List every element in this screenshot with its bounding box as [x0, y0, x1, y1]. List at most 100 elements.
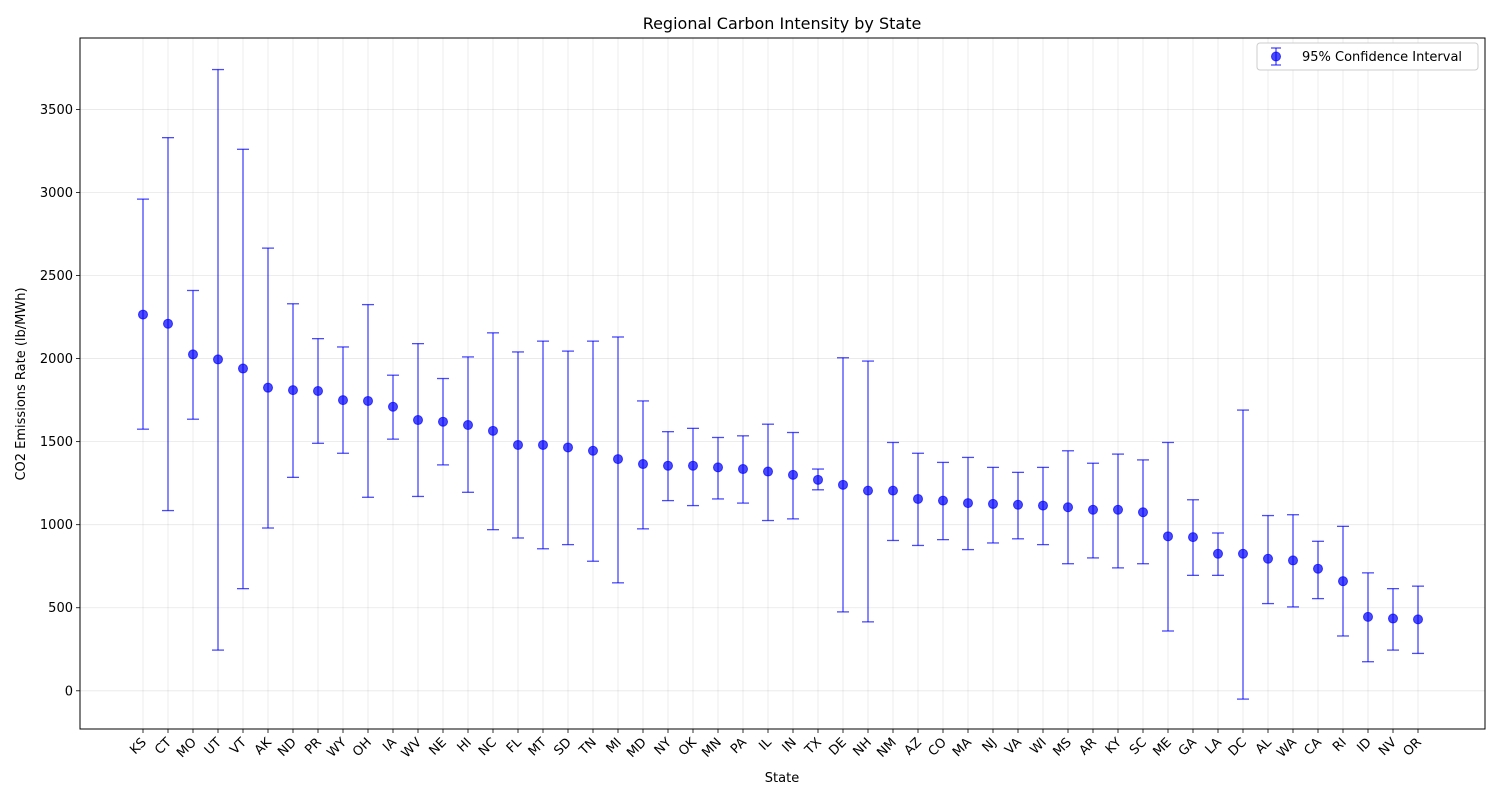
data-marker	[338, 395, 348, 406]
data-marker	[988, 498, 998, 509]
y-axis-label: CO2 Emissions Rate (lb/MWh)	[14, 287, 29, 480]
data-point-IA	[387, 374, 399, 440]
data-point-SC	[1137, 459, 1149, 565]
data-point-TN	[587, 340, 599, 562]
data-point-NC	[487, 332, 499, 531]
chart-title: Regional Carbon Intensity by State	[643, 14, 922, 33]
data-point-HI	[462, 356, 474, 493]
data-point-VA	[1012, 471, 1024, 540]
data-point-FL	[512, 351, 524, 539]
data-point-IN	[787, 431, 799, 520]
data-marker	[1313, 563, 1323, 574]
data-point-NJ	[987, 466, 999, 544]
data-marker	[163, 318, 173, 329]
data-marker	[213, 354, 223, 365]
data-point-MN	[712, 436, 724, 500]
data-marker	[488, 425, 498, 436]
data-point-WV	[412, 342, 424, 498]
data-marker	[788, 469, 798, 480]
y-tick-label: 1000	[40, 518, 73, 533]
data-point-VT	[237, 148, 249, 590]
data-point-OR	[1412, 585, 1424, 655]
data-point-WA	[1287, 514, 1299, 608]
data-marker	[538, 439, 548, 450]
y-tick-label: 2000	[40, 352, 73, 367]
data-marker	[388, 401, 398, 412]
legend-marker-icon	[1271, 51, 1281, 62]
data-point-MI	[612, 336, 624, 584]
data-marker	[838, 479, 848, 490]
data-point-RI	[1337, 525, 1349, 637]
data-marker	[1138, 507, 1148, 518]
data-marker	[1088, 504, 1098, 515]
data-marker	[963, 498, 973, 509]
data-point-MA	[962, 456, 974, 551]
plot-frame	[79, 37, 1486, 730]
data-marker	[288, 385, 298, 396]
data-marker	[663, 460, 673, 471]
data-point-NV	[1387, 587, 1399, 651]
data-marker	[313, 385, 323, 396]
data-marker	[613, 454, 623, 465]
x-axis-label: State	[765, 771, 799, 786]
y-tick-label: 0	[65, 684, 73, 699]
data-point-ND	[287, 303, 299, 478]
data-marker	[1338, 576, 1348, 587]
data-marker	[888, 485, 898, 496]
data-point-ME	[1162, 441, 1174, 632]
data-marker	[138, 309, 148, 320]
y-tick-label: 500	[48, 601, 73, 616]
data-point-AZ	[912, 452, 924, 547]
data-point-WY	[337, 346, 349, 454]
data-marker	[1388, 613, 1398, 624]
data-marker	[1188, 532, 1198, 543]
data-marker	[713, 462, 723, 473]
data-point-NH	[862, 360, 874, 623]
legend-label: 95% Confidence Interval	[1302, 50, 1462, 65]
data-point-AL	[1262, 514, 1274, 605]
data-marker	[463, 420, 473, 431]
data-point-KS	[137, 198, 149, 430]
data-point-KY	[1112, 453, 1124, 569]
y-axis: 0 500 1000 1500 2000 2500 3000 3500	[40, 103, 80, 699]
data-point-MT	[537, 340, 549, 550]
data-marker	[1363, 611, 1373, 622]
data-marker	[513, 439, 523, 450]
data-point-TX	[812, 468, 824, 491]
data-marker	[188, 349, 198, 360]
data-point-IL	[762, 423, 774, 522]
legend: 95% Confidence Interval	[1256, 42, 1479, 71]
data-marker	[363, 395, 373, 406]
legend-box	[1256, 42, 1479, 71]
data-marker	[413, 415, 423, 426]
y-tick-label: 1500	[40, 435, 73, 450]
data-marker	[763, 466, 773, 477]
data-marker	[238, 363, 248, 374]
data-marker	[1038, 500, 1048, 511]
data-point-PA	[737, 435, 749, 504]
data-marker	[638, 459, 648, 470]
data-marker	[1263, 553, 1273, 564]
data-marker	[263, 382, 273, 393]
data-marker	[938, 495, 948, 506]
data-point-UT	[212, 68, 224, 651]
data-point-OH	[362, 303, 374, 498]
y-tick-label: 2500	[40, 269, 73, 284]
data-point-AK	[262, 247, 274, 529]
data-point-NE	[437, 377, 449, 466]
data-marker	[688, 460, 698, 471]
data-marker	[438, 416, 448, 427]
data-marker	[1013, 499, 1023, 510]
y-tick-label: 3500	[40, 103, 73, 118]
data-point-AR	[1087, 462, 1099, 559]
data-marker	[1213, 548, 1223, 559]
data-point-CO	[937, 461, 949, 541]
data-point-DC	[1237, 409, 1249, 700]
data-point-CT	[162, 137, 174, 512]
data-marker	[913, 493, 923, 504]
data-point-NY	[662, 431, 674, 502]
data-marker	[1288, 555, 1298, 566]
